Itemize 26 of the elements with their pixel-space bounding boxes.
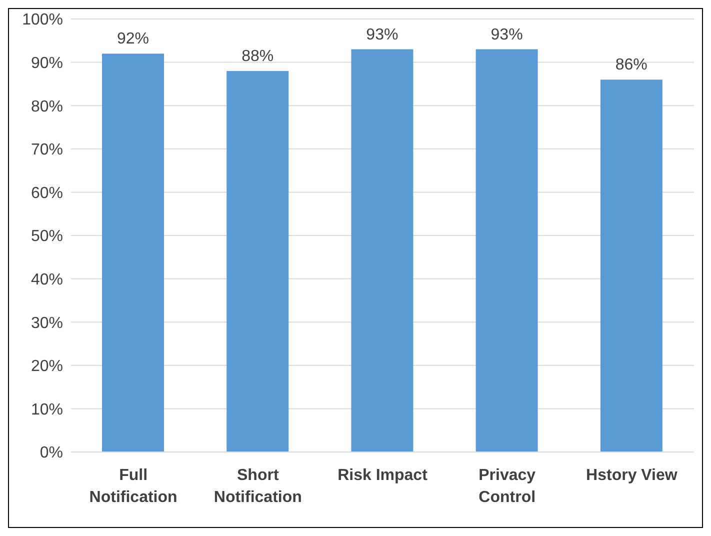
bar: [226, 70, 289, 452]
data-label: 93%: [366, 26, 398, 44]
x-tick-label: Risk Impact: [338, 467, 428, 484]
x-tick-label: Privacy Control: [478, 467, 536, 506]
y-tick-label: 90%: [30, 54, 63, 72]
x-tick-label: Short Notification: [214, 467, 302, 506]
x-tick-label: Full Notification: [89, 467, 178, 506]
y-tick-label: 40%: [30, 271, 63, 288]
y-tick-label: 10%: [30, 401, 63, 418]
y-tick-label: 0%: [40, 444, 63, 462]
bar: [476, 49, 538, 452]
y-tick-label: 70%: [30, 142, 63, 159]
data-label: 86%: [615, 56, 648, 74]
x-tick-label: Hstory View: [586, 467, 678, 484]
data-label: 92%: [116, 30, 150, 48]
y-tick-label: 30%: [30, 314, 63, 332]
data-label: 93%: [490, 26, 523, 44]
data-label: 88%: [242, 48, 274, 65]
y-tick-label: 50%: [30, 228, 63, 246]
y-tick-label: 100%: [22, 12, 63, 29]
bar: [351, 49, 414, 452]
y-tick-label: 80%: [30, 98, 63, 116]
bar: [102, 54, 164, 452]
y-tick-label: 20%: [30, 358, 63, 376]
bar: [600, 80, 662, 452]
y-tick-label: 60%: [30, 184, 63, 202]
